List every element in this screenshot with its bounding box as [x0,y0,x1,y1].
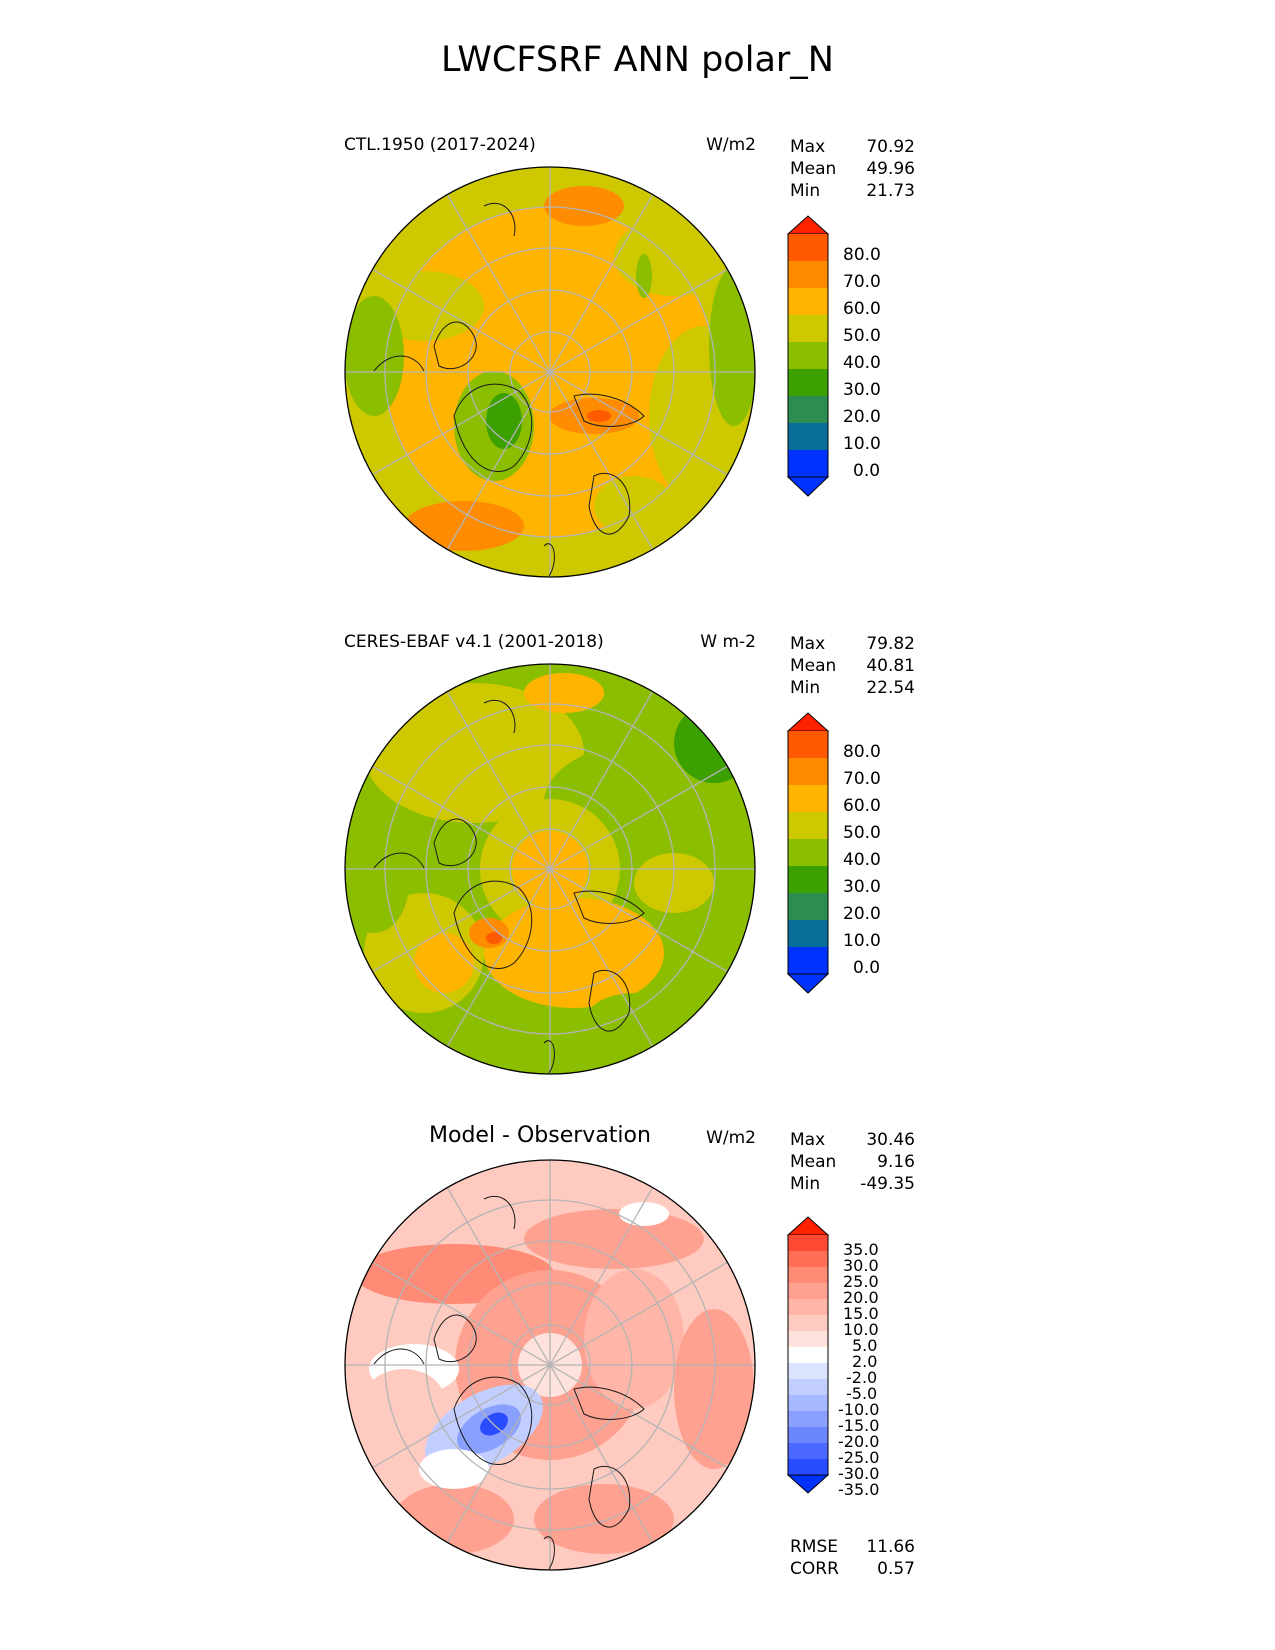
colorbar-tick-label: 0.0 [853,958,881,978]
stat-mean: Mean 49.96 [790,159,915,179]
metric-rmse: RMSE 11.66 [790,1537,915,1557]
colorbar-tick-label: 25.0 [843,1272,879,1291]
stat-mean: Mean 40.81 [790,656,915,676]
panel-observation: CERES-EBAF v4.1 (2001-2018) W m-2 Max 79.… [0,617,1275,1097]
colorbar-tick-label: 80.0 [843,245,881,265]
colorbar-tick-label: 50.0 [843,823,881,843]
colorbar-tick-label: 15.0 [843,1304,879,1323]
colorbar-segments [786,215,830,497]
colorbar-tick-label: 80.0 [843,742,881,762]
colorbar-tick-label: -15.0 [838,1416,880,1435]
colorbar-tick-label: 40.0 [843,850,881,870]
panel-units: W m-2 [700,632,756,652]
colorbar [786,215,830,497]
polar-map [344,1159,756,1571]
stats-box: Max 30.46 Mean 9.16 Min -49.35 [790,1129,915,1195]
colorbar-tick-label: 30.0 [843,1256,879,1275]
colorbar [786,1216,830,1494]
polar-map [344,166,756,578]
stats-box: Max 79.82 Mean 40.81 Min 22.54 [790,633,915,699]
colorbar-tick-label: 70.0 [843,769,881,789]
colorbar-segments [786,1216,830,1494]
colorbar-tick-label: 10.0 [843,1320,879,1339]
colorbar-tick-label: 10.0 [843,434,881,454]
colorbar-tick-label: -35.0 [838,1480,880,1499]
colorbar-tick-label: 35.0 [843,1240,879,1259]
colorbar-tick-label: 2.0 [852,1352,878,1371]
colorbar-tick-label: 70.0 [843,272,881,292]
colorbar-tick-label: -30.0 [838,1464,880,1483]
stat-min: Min 22.54 [790,678,915,698]
colorbar-tick-label: 5.0 [852,1336,878,1355]
colorbar-tick-label: -10.0 [838,1400,880,1419]
colorbar-tick-label: 20.0 [843,407,881,427]
colorbar-tick-label: 20.0 [843,1288,879,1307]
stat-min: Min 21.73 [790,181,915,201]
panel-title: CERES-EBAF v4.1 (2001-2018) [344,632,604,652]
panel-difference: Model - Observation W/m2 Max 30.46 Mean 9.… [0,1113,1275,1583]
stat-max: Max 79.82 [790,634,915,654]
panel-units: W/m2 [706,1128,756,1148]
colorbar-tick-label: 60.0 [843,796,881,816]
colorbar-tick-label: -5.0 [846,1384,878,1403]
colorbar-tick-label: 50.0 [843,326,881,346]
panel-title: Model - Observation [429,1123,651,1148]
stats-box: Max 70.92 Mean 49.96 Min 21.73 [790,136,915,202]
colorbar-tick-label: -20.0 [838,1432,880,1451]
colorbar-tick-label: 0.0 [853,461,881,481]
colorbar-segments [786,712,830,994]
panel-units: W/m2 [706,135,756,155]
stat-mean: Mean 9.16 [790,1152,915,1172]
colorbar-tick-label: -2.0 [846,1368,878,1387]
panel-title: CTL.1950 (2017-2024) [344,135,536,155]
panel-model: CTL.1950 (2017-2024) W/m2 Max 70.92 Mean 4… [0,120,1275,600]
metric-corr: CORR 0.57 [790,1559,915,1579]
colorbar-tick-label: 30.0 [843,877,881,897]
colorbar-tick-label: 30.0 [843,380,881,400]
stat-max: Max 30.46 [790,1130,915,1150]
figure-title: LWCFSRF ANN polar_N [441,40,834,80]
colorbar-tick-label: 40.0 [843,353,881,373]
polar-map [344,663,756,1075]
stat-max: Max 70.92 [790,137,915,157]
colorbar-tick-label: -25.0 [838,1448,880,1467]
colorbar [786,712,830,994]
stat-min: Min -49.35 [790,1174,915,1194]
colorbar-tick-label: 10.0 [843,931,881,951]
colorbar-tick-label: 20.0 [843,904,881,924]
metrics-box: RMSE 11.66 CORR 0.57 [790,1536,915,1580]
colorbar-tick-label: 60.0 [843,299,881,319]
